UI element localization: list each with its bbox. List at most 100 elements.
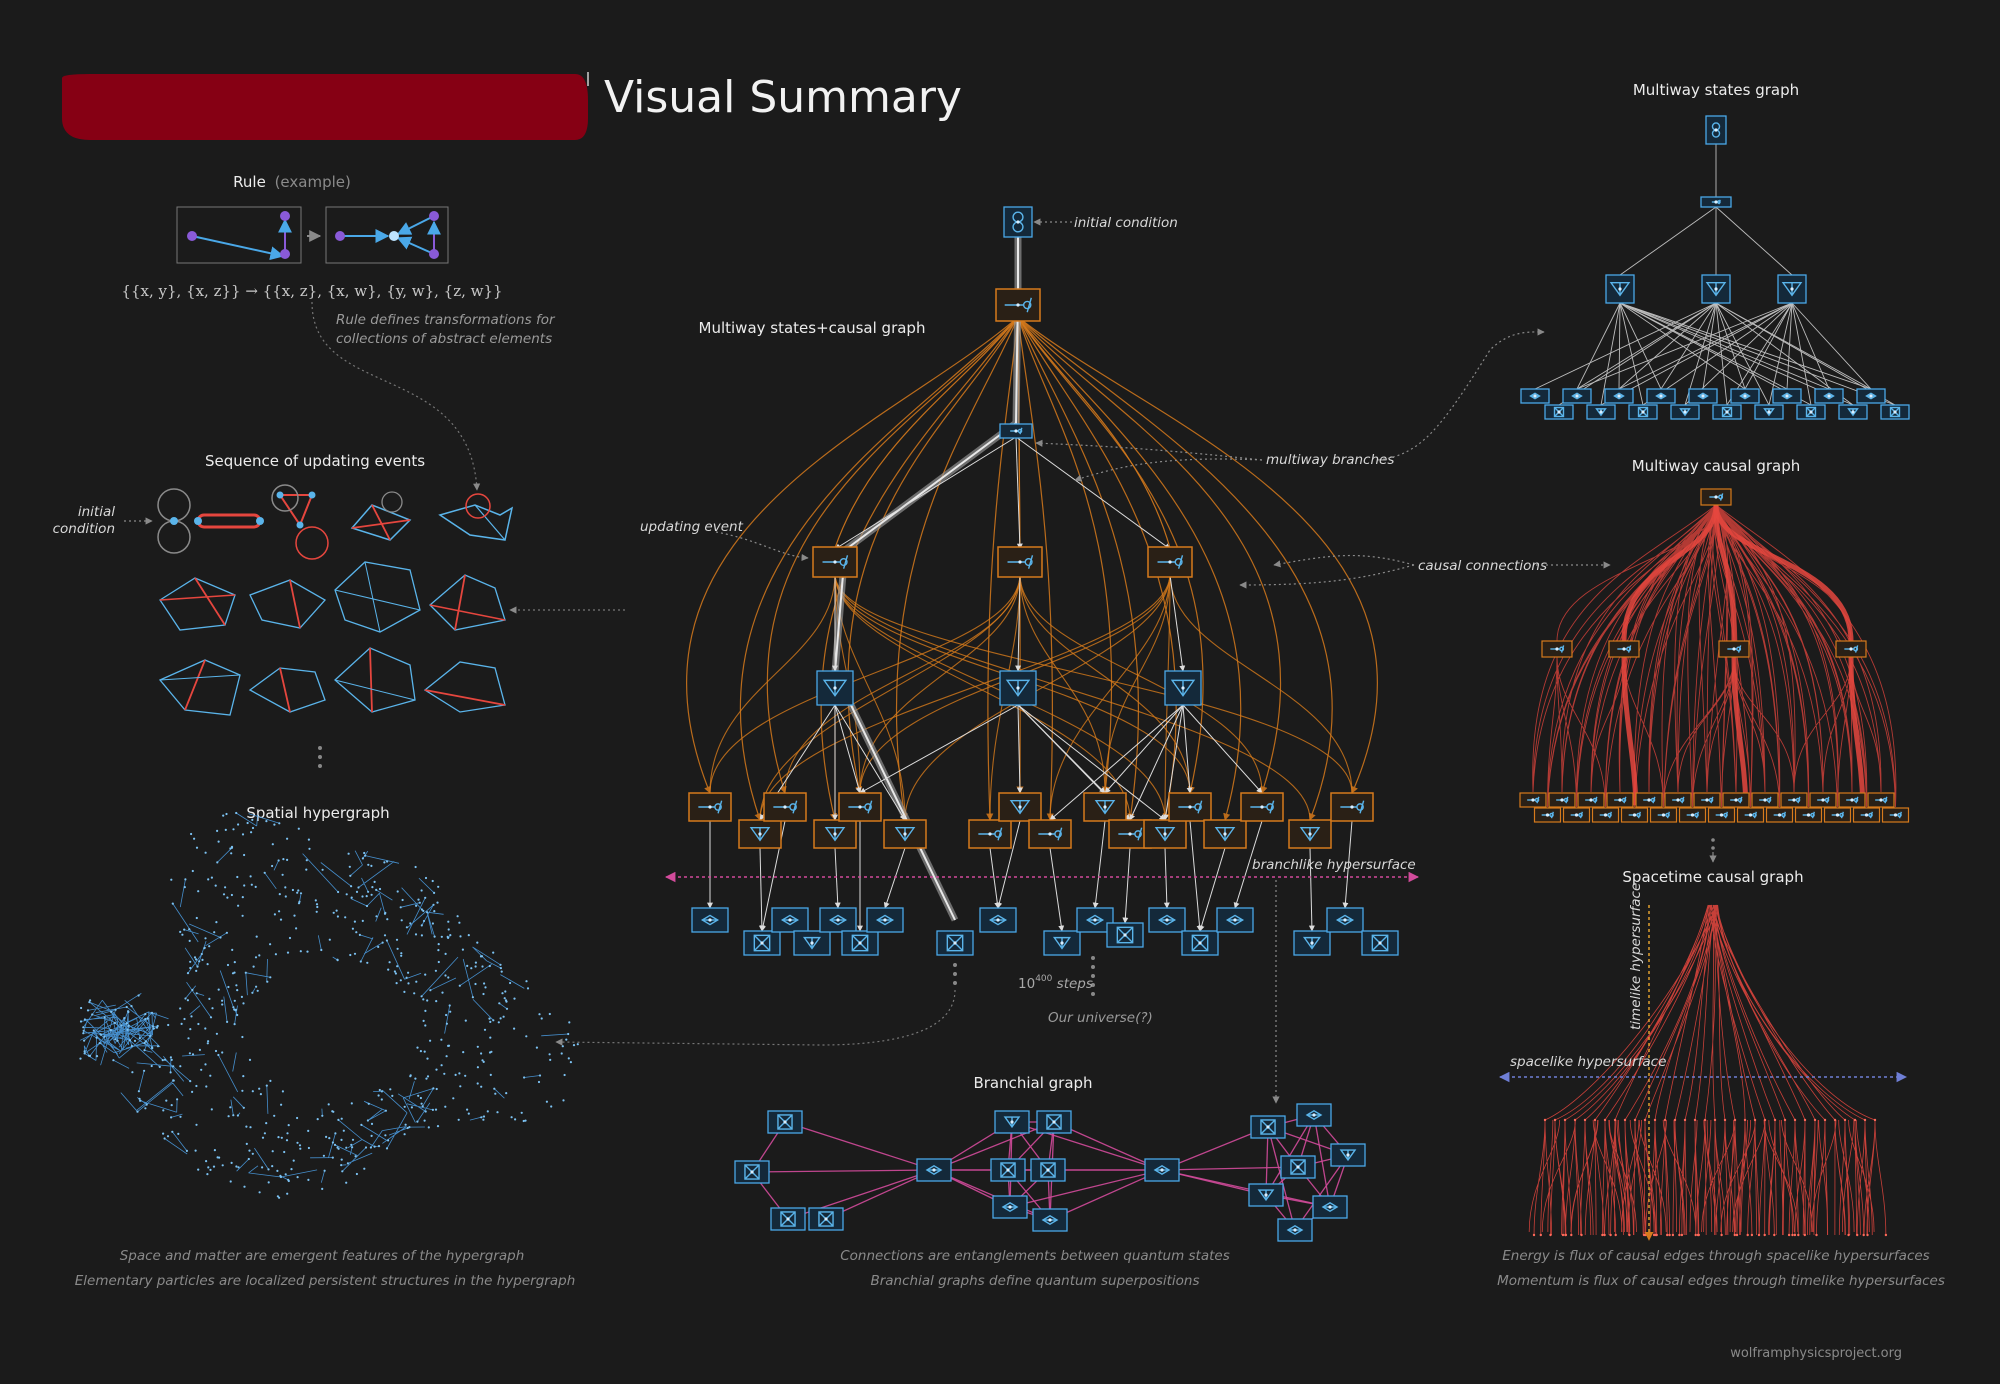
multiway-nodes	[688, 206, 1399, 956]
branchial-state	[990, 1158, 1026, 1182]
multiway-event-level2	[738, 819, 782, 849]
multiway-event-level1	[812, 546, 858, 578]
rule-header-suffix: (example)	[275, 173, 351, 191]
causal-graph-level2-event	[1678, 807, 1707, 823]
rule-formula: {{x, y}, {x, z}} → {{x, z}, {x, w}, {y, …	[121, 282, 502, 300]
causal-graph-level2-event	[1649, 807, 1678, 823]
sequence-step-5	[438, 493, 514, 541]
multiway-section: Multiway states+causal graph initial con…	[640, 206, 1611, 1104]
spatial-hypergraph	[79, 811, 579, 1199]
states-graph-level3	[1586, 404, 1616, 420]
states-graph-level3	[1646, 388, 1676, 404]
multiway-state-level3	[936, 930, 974, 956]
branchial-state	[1036, 1110, 1072, 1134]
multiway-event-level1	[1147, 546, 1193, 578]
multiway-state-level3	[1181, 930, 1219, 956]
causal-graph-level1-event	[1541, 640, 1573, 658]
multiway-state-level3	[1326, 907, 1364, 933]
states-graph-level3	[1880, 404, 1910, 420]
branchial-state	[734, 1160, 770, 1184]
multiway-event-level2	[1168, 792, 1212, 822]
causal-graph-level2-event	[1519, 792, 1547, 808]
causal-graph-level2-event	[1751, 792, 1779, 808]
states-graph-level3	[1562, 388, 1592, 404]
spatial-hypergraph-section: Spatial hypergraph Space and matter are …	[75, 804, 579, 1289]
causal-graph-level2-event	[1867, 792, 1895, 808]
multiway-event-level2	[813, 819, 857, 849]
branchial-state	[992, 1195, 1028, 1219]
multiway-state-level3	[743, 930, 781, 956]
multiway-event-level2	[1083, 792, 1127, 822]
causal-graph-level2-event	[1577, 792, 1605, 808]
states-graph-level3	[1670, 404, 1700, 420]
branchial-state	[1330, 1143, 1366, 1167]
causal-graph-level2-event	[1533, 807, 1562, 823]
branchial-state	[1280, 1155, 1316, 1179]
steps-base: 10	[1018, 976, 1035, 992]
multiway-event-level2	[1240, 792, 1284, 822]
multiway-event-level2	[688, 792, 732, 822]
sequence-step-1	[157, 488, 191, 554]
branchial-state	[916, 1158, 952, 1182]
multiway-initial-state	[1003, 206, 1033, 238]
sequence-row-3	[158, 647, 506, 716]
branchial-state	[1248, 1183, 1284, 1207]
multiway-event-level2	[1330, 792, 1374, 822]
branchial-foot2: Branchial graphs define quantum superpos…	[870, 1273, 1199, 1289]
branchial-state	[1312, 1195, 1348, 1219]
rule-lhs-graph	[187, 211, 292, 261]
multiway-state-level3	[771, 907, 809, 933]
multiway-state-level3	[979, 907, 1017, 933]
sequence-section: Sequence of updating events initial cond…	[53, 452, 514, 768]
causal-graph-section: Multiway causal graph	[1519, 457, 1910, 863]
multiway-event-level2	[1028, 819, 1072, 849]
label-branchlike-hypersurface: branchlike hypersurface	[1252, 857, 1416, 873]
causal-graph-level2-event	[1664, 792, 1692, 808]
spatial-foot2: Elementary particles are localized persi…	[75, 1273, 576, 1289]
states-graph-level2	[1605, 274, 1635, 304]
causal-graph-level2-event	[1809, 792, 1837, 808]
causal-graph-level2-event	[1838, 792, 1866, 808]
sequence-header: Sequence of updating events	[205, 452, 425, 470]
causal-graph-level2-event	[1852, 807, 1881, 823]
states-graph-level3	[1712, 404, 1742, 420]
spatial-foot1: Space and matter are emergent features o…	[120, 1248, 525, 1264]
multiway-causal-graph	[1519, 488, 1910, 823]
causal-graph-level2-event	[1620, 807, 1649, 823]
multiway-state-level3	[841, 930, 879, 956]
steps-suffix: steps	[1052, 976, 1093, 992]
sequence-row-2	[159, 561, 506, 633]
multiway-states-graph	[1520, 115, 1910, 420]
label-timelike-hypersurface: timelike hypersurface	[1628, 883, 1644, 1030]
causal-graph-level2-event	[1591, 807, 1620, 823]
causal-graph-level2-event	[1780, 792, 1808, 808]
causal-graph-level2-event	[1707, 807, 1736, 823]
label-spacelike-hypersurface: spacelike hypersurface	[1510, 1054, 1666, 1070]
branchial-graph	[734, 1103, 1366, 1242]
spacetime-causal-graph	[1528, 904, 1888, 1237]
branchial-state	[767, 1110, 803, 1134]
multiway-event-level2	[763, 792, 807, 822]
states-graph-section: Multiway states graph	[1520, 81, 1910, 420]
rule-section: Rule (example) {{x, y}, {x, z}} → {{x, z…	[121, 173, 556, 491]
branchial-state	[1144, 1158, 1180, 1182]
branchial-state	[994, 1110, 1030, 1134]
rule-note-line1: Rule defines transformations for	[336, 312, 556, 328]
sequence-step-2	[194, 513, 264, 529]
label-causal-connections: causal connections	[1418, 558, 1547, 574]
multiway-event-level1	[997, 546, 1043, 578]
multiway-state-level3	[1106, 922, 1144, 948]
label-multiway-branches: multiway branches	[1266, 452, 1394, 468]
causal-graph-root-event	[1700, 488, 1732, 506]
multiway-header: Multiway states+causal graph	[699, 319, 926, 337]
states-graph-level3	[1796, 404, 1826, 420]
title-banner	[62, 72, 589, 140]
states-graph-level2	[1701, 274, 1731, 304]
branchial-state	[1030, 1158, 1066, 1182]
sequence-initial-line2: condition	[53, 521, 115, 537]
multiway-state-level3	[1293, 930, 1331, 956]
spacetime-header: Spacetime causal graph	[1622, 868, 1803, 886]
rule-rhs-graph	[335, 211, 441, 259]
causal-graph-level2-event	[1765, 807, 1794, 823]
multiway-state-level3	[1043, 930, 1081, 956]
